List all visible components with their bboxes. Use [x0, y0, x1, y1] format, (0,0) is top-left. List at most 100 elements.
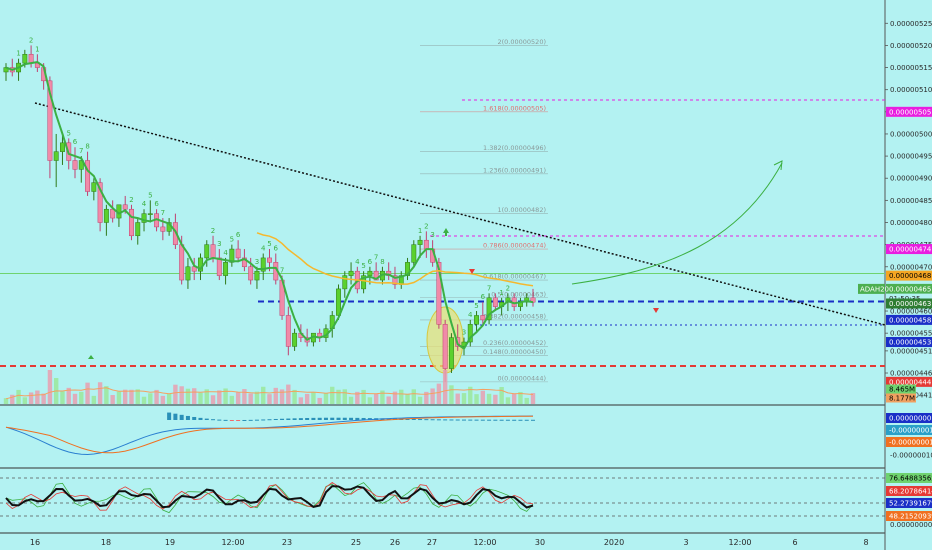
- sequential-count: 5: [474, 302, 478, 310]
- volume-bar: [72, 393, 78, 404]
- green-small-arrow: [88, 355, 94, 359]
- macd-histogram-bar: [480, 419, 485, 421]
- volume-bar: [511, 393, 517, 404]
- candle-body: [229, 248, 235, 263]
- macd-histogram-bar: [261, 419, 266, 421]
- black-trendline: [34, 102, 886, 326]
- macd-histogram-bar: [493, 419, 498, 421]
- volume-bar: [210, 395, 216, 404]
- macd-histogram-bar: [405, 418, 410, 420]
- volume-bar: [279, 389, 285, 404]
- candle-body: [342, 275, 348, 290]
- sequential-count: 7: [79, 147, 83, 155]
- price-tick-label: 0.00000510: [890, 86, 932, 94]
- time-tick-label: 30: [535, 538, 545, 547]
- volume-bar: [298, 397, 304, 404]
- macd-histogram-bar: [418, 419, 423, 421]
- rsi-tag-box: [886, 486, 932, 496]
- candle-body: [367, 270, 373, 276]
- sequential-count: 1: [418, 227, 422, 235]
- macd-histogram-bar: [474, 419, 479, 421]
- macd-tag-label: -0.00000001: [889, 427, 932, 435]
- volume-bar: [254, 391, 260, 404]
- volume-bar: [530, 393, 536, 404]
- macd-histogram-bar: [311, 417, 316, 420]
- sequential-count: 1: [16, 50, 20, 58]
- sequential-count: 3: [430, 231, 434, 239]
- volume-bar: [399, 389, 404, 404]
- macd-histogram-bar: [267, 419, 272, 421]
- volume-bar: [317, 397, 322, 404]
- candle-body: [28, 54, 34, 64]
- fibonacci-levels: 2(0.00000520) 1.618(0.00000505) 1.382(0.00…: [420, 38, 548, 382]
- macd-tag-label: -0.00000001: [889, 439, 932, 447]
- green-up-arrow-stem: [445, 233, 447, 236]
- macd-histogram-bar: [330, 417, 335, 420]
- fib-level-label: 0.148(0.00000450): [483, 348, 546, 356]
- volume-bar: [292, 389, 297, 404]
- candle-body: [285, 315, 291, 347]
- price-tag-label: 0.00000463: [889, 300, 931, 308]
- volume-bar: [229, 395, 235, 404]
- candle-body: [185, 266, 191, 281]
- fib-level-label: 0.5(0.00000463): [491, 290, 546, 298]
- macd-tag-label: 0.00000000: [889, 415, 931, 423]
- macd-histogram-bar: [361, 417, 366, 420]
- sequential-count: 7: [374, 253, 378, 261]
- volume-bar: [204, 389, 209, 404]
- fib-level-label: 0.786(0.00000474): [483, 242, 546, 250]
- volume-bar: [261, 386, 266, 404]
- macd-histogram-bar: [518, 419, 523, 421]
- macd-histogram-bar: [242, 419, 247, 421]
- sequential-count: 2: [29, 36, 33, 44]
- volume-bar: [28, 392, 34, 404]
- macd-histogram-bar: [223, 419, 228, 421]
- signal-arrows: [88, 228, 659, 359]
- macd-histogram-bar: [211, 419, 216, 421]
- volume-tag-label: 8.177M: [889, 395, 915, 403]
- price-tick-label: 0.00000455: [890, 330, 932, 338]
- candle-body: [78, 160, 84, 170]
- macd-histogram-bar: [355, 417, 360, 420]
- macd-histogram-bar: [236, 420, 241, 421]
- macd-histogram-bar: [167, 412, 172, 420]
- volume-bar: [129, 389, 134, 404]
- volume-bar: [3, 398, 9, 404]
- volume-bar: [311, 391, 316, 404]
- sequential-count: 4: [468, 311, 473, 319]
- macd-histogram-bar: [349, 417, 354, 420]
- green-moving-average: [5, 60, 534, 351]
- macd-histogram-bar: [229, 420, 234, 421]
- volume-bar: [60, 391, 65, 404]
- candle-body: [442, 324, 448, 369]
- candle-body: [348, 270, 354, 276]
- macd-histogram-bar: [192, 416, 197, 420]
- fib-level-label: 1.236(0.00000491): [483, 166, 546, 174]
- price-tag-label: 0.00000505: [889, 108, 931, 116]
- time-tick-label: 12:00: [473, 538, 496, 547]
- sequential-count: 3: [462, 329, 466, 337]
- candle-body: [135, 222, 141, 237]
- candle-body: [467, 324, 473, 343]
- volume-bar: [135, 389, 140, 404]
- candle-body: [248, 266, 254, 281]
- macd-histogram-bar: [280, 418, 285, 420]
- volume-bar: [367, 397, 373, 404]
- candle-body: [204, 244, 210, 259]
- volume-bar: [16, 389, 21, 404]
- volume-bar: [304, 393, 310, 404]
- volume-bar: [66, 387, 71, 404]
- fib-level-label: 0.382(0.00000458): [483, 312, 546, 320]
- macd-histogram-bar: [531, 419, 535, 421]
- volume-bar: [455, 393, 460, 404]
- candle-body: [474, 315, 479, 325]
- time-tick-label: 6: [792, 538, 797, 547]
- sequential-count: 7: [487, 284, 491, 292]
- volume-tag-label: 8.465M: [889, 386, 915, 394]
- macd-histogram-bar: [455, 419, 460, 421]
- volume-bar: [524, 397, 529, 404]
- red-down-arrow: [469, 269, 475, 274]
- time-tick-label: 25: [351, 538, 361, 547]
- sequential-count: 5: [67, 129, 71, 137]
